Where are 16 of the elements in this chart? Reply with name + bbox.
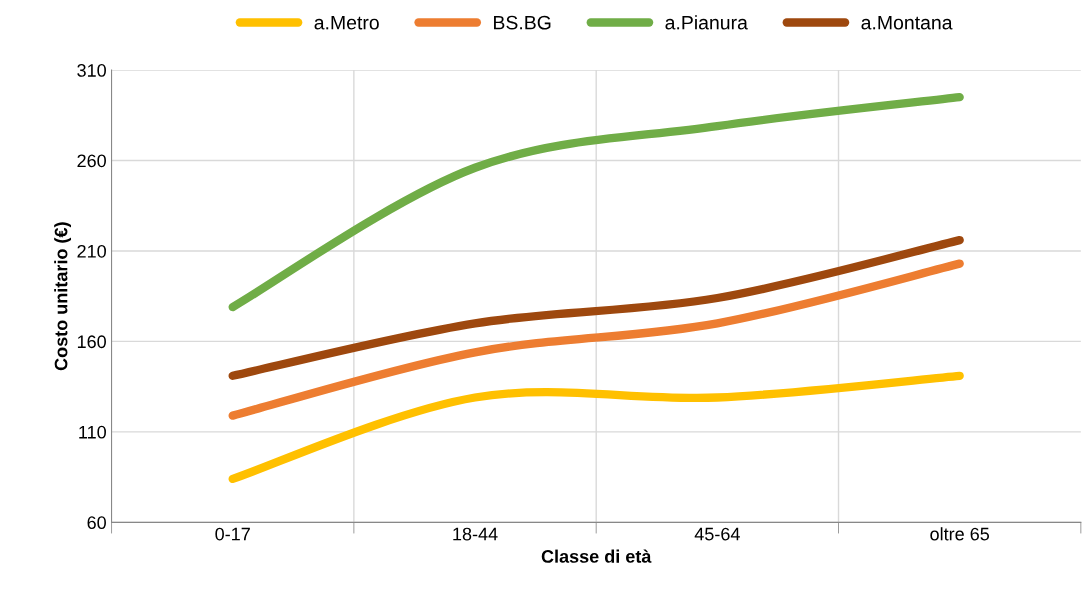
y-tick-label: 210 [77,244,106,258]
y-tick-label: 260 [77,154,106,168]
x-tick-label: 0-17 [215,527,250,541]
y-tick-label: 60 [87,516,106,530]
legend-label: BS.BG [494,15,551,30]
legend-label: a.Metro [314,15,379,30]
y-tick-label: 110 [79,425,106,439]
legend-label: a.Pianura [665,15,748,30]
legend-label: a.Montana [861,15,953,30]
x-tick-label: 18-44 [453,527,498,541]
x-axis-title: Classe di età [541,549,652,563]
x-tick-label: 45-64 [694,527,740,541]
y-tick-label: 160 [77,335,106,349]
y-axis-title: Costo unitario (€) [54,222,72,371]
y-tick-label: 310 [77,64,106,77]
x-tick-label: oltre 65 [930,527,990,541]
